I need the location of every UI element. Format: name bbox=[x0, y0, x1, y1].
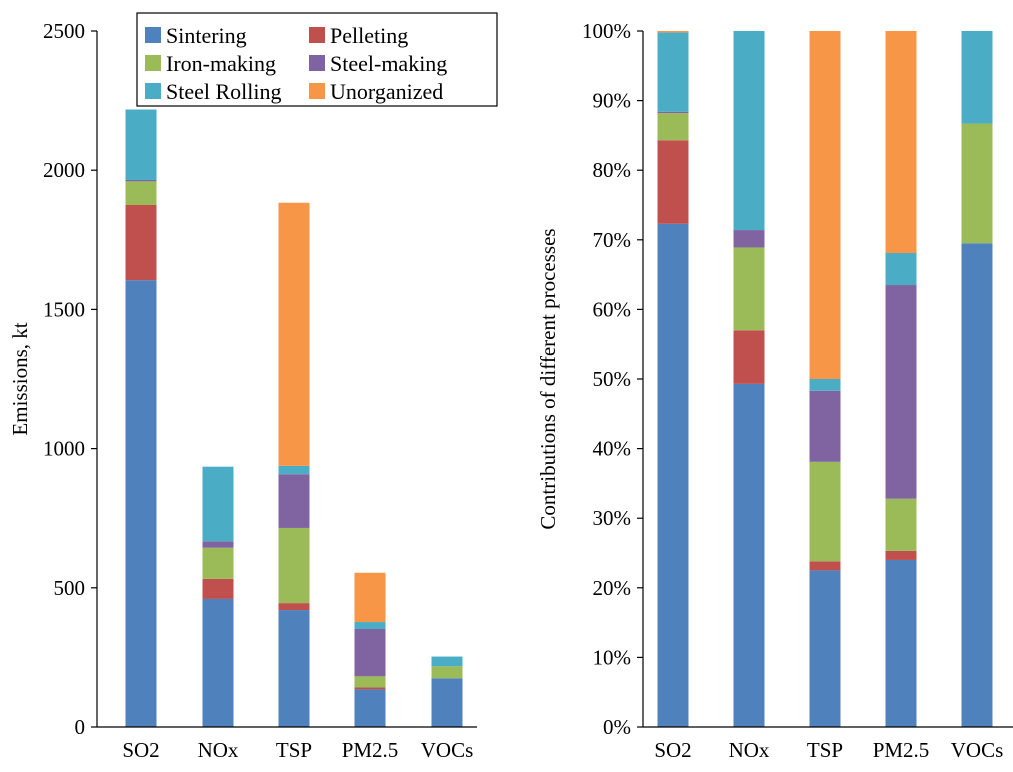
x-tick-label: NOx bbox=[729, 738, 770, 762]
bar-segment-iron-making-so2 bbox=[125, 181, 157, 205]
bar-segment-pelleting-pm2.5 bbox=[354, 687, 386, 690]
x-tick-label: SO2 bbox=[122, 738, 159, 762]
bar-segment-steel-rolling-nox bbox=[733, 31, 765, 231]
bar-segment-sintering-pm2.5 bbox=[885, 559, 917, 727]
bar-segment-unorganized-tsp bbox=[809, 31, 841, 379]
legend-label-steel-making: Steel-making bbox=[330, 51, 447, 76]
y-tick-label: 80% bbox=[593, 158, 632, 182]
bar-segment-pelleting-so2 bbox=[657, 140, 689, 224]
bar-segment-steel-making-tsp bbox=[809, 390, 841, 462]
legend-label-unorganized: Unorganized bbox=[330, 79, 443, 104]
x-tick-label: TSP bbox=[276, 738, 312, 762]
bar-segment-sintering-nox bbox=[733, 383, 765, 727]
bar-segment-steel-making-tsp bbox=[278, 474, 310, 528]
bar-segment-iron-making-pm2.5 bbox=[885, 498, 917, 551]
bar-segment-iron-making-nox bbox=[202, 547, 234, 579]
y-tick-label: 30% bbox=[593, 506, 632, 530]
bar-segment-steel-rolling-vocs bbox=[431, 656, 463, 667]
y-tick-label: 500 bbox=[54, 576, 86, 600]
bar-segment-pelleting-so2 bbox=[125, 205, 157, 281]
bar-segment-unorganized-pm2.5 bbox=[354, 572, 386, 623]
x-tick-label: TSP bbox=[807, 738, 843, 762]
bar-segment-steel-making-nox bbox=[733, 230, 765, 248]
y-tick-label: 0 bbox=[75, 715, 86, 739]
y-tick-label: 1500 bbox=[43, 297, 85, 321]
bar-segment-iron-making-vocs bbox=[431, 666, 463, 679]
bar-segment-steel-making-pm2.5 bbox=[354, 629, 386, 677]
bar-segment-iron-making-tsp bbox=[809, 461, 841, 562]
x-tick-label: PM2.5 bbox=[873, 738, 930, 762]
legend-swatch-steel-making bbox=[309, 55, 325, 71]
bar-segment-iron-making-nox bbox=[733, 247, 765, 331]
bar-segment-unorganized-pm2.5 bbox=[885, 31, 917, 254]
bar-segment-iron-making-vocs bbox=[961, 123, 993, 244]
bar-segment-sintering-tsp bbox=[809, 570, 841, 727]
y-tick-label: 10% bbox=[593, 645, 632, 669]
y-tick-label: 60% bbox=[593, 297, 632, 321]
y-tick-label: 100% bbox=[582, 19, 631, 43]
bar-segment-pelleting-pm2.5 bbox=[885, 550, 917, 560]
bar-segment-steel-making-pm2.5 bbox=[885, 285, 917, 499]
legend-swatch-iron-making bbox=[145, 55, 161, 71]
bar-segment-steel-rolling-pm2.5 bbox=[885, 253, 917, 286]
bar-segment-steel-rolling-vocs bbox=[961, 31, 993, 124]
bar-segment-sintering-so2 bbox=[657, 223, 689, 728]
y-tick-label: 1000 bbox=[43, 437, 85, 461]
bar-segment-pelleting-nox bbox=[202, 578, 234, 599]
bar-segment-steel-making-so2 bbox=[657, 111, 689, 114]
y-tick-label: 20% bbox=[593, 576, 632, 600]
legend-swatch-sintering bbox=[145, 27, 161, 43]
legend-swatch-unorganized bbox=[309, 83, 325, 99]
legend-label-sintering: Sintering bbox=[166, 23, 247, 48]
x-tick-label: VOCs bbox=[951, 738, 1004, 762]
y-tick-label: 90% bbox=[593, 89, 632, 113]
bar-segment-sintering-pm2.5 bbox=[354, 689, 386, 727]
bar-segment-sintering-nox bbox=[202, 598, 234, 727]
bar-segment-sintering-tsp bbox=[278, 610, 310, 727]
x-tick-label: PM2.5 bbox=[342, 738, 399, 762]
legend: Sintering Pelleting Iron-making Steel-makin… bbox=[136, 12, 498, 107]
y-axis-title: Emissions, kt bbox=[8, 322, 32, 435]
bar-segment-steel-rolling-nox bbox=[202, 466, 234, 542]
bar-segment-pelleting-tsp bbox=[278, 603, 310, 611]
y-tick-label: 50% bbox=[593, 367, 632, 391]
bar-segment-iron-making-pm2.5 bbox=[354, 676, 386, 688]
y-tick-label: 0% bbox=[603, 715, 631, 739]
chart-1: 0 500 1000 1500 2000 2500 SO2 NOx TSP PM2.5 VOCs Em… bbox=[8, 19, 477, 762]
bar-segment-steel-making-nox bbox=[202, 541, 234, 548]
bar-segment-steel-rolling-so2 bbox=[125, 109, 157, 180]
x-tick-label: VOCs bbox=[421, 738, 474, 762]
legend-swatch-steel-rolling bbox=[145, 83, 161, 99]
bar-segment-steel-rolling-tsp bbox=[278, 465, 310, 475]
bar-segment-steel-rolling-tsp bbox=[809, 379, 841, 391]
bar-segment-unorganized-tsp bbox=[278, 202, 310, 466]
bar-segment-steel-rolling-pm2.5 bbox=[354, 622, 386, 630]
legend-label-steel-rolling: Steel Rolling bbox=[166, 79, 282, 104]
bar-segment-iron-making-so2 bbox=[657, 113, 689, 141]
y-tick-label: 2500 bbox=[43, 19, 85, 43]
legend-swatch-pelleting bbox=[309, 27, 325, 43]
bar-segment-steel-making-so2 bbox=[125, 179, 157, 182]
bar-segment-iron-making-tsp bbox=[278, 527, 310, 604]
y-tick-label: 40% bbox=[593, 437, 632, 461]
chart-2: 0% 10% 20% 30% 40% 50% 60% 70% 80% 90% 100% SO2 NOx T… bbox=[536, 19, 1013, 762]
bar-segment-sintering-vocs bbox=[431, 678, 463, 727]
x-tick-label: SO2 bbox=[654, 738, 691, 762]
bar-segment-pelleting-tsp bbox=[809, 561, 841, 571]
bar-segment-pelleting-nox bbox=[733, 330, 765, 384]
bar-segment-unorganized-so2 bbox=[657, 31, 689, 33]
x-tick-label: NOx bbox=[198, 738, 239, 762]
y-tick-label: 70% bbox=[593, 228, 632, 252]
y-axis-title: Contributions of different processes bbox=[536, 228, 560, 529]
y-tick-label: 2000 bbox=[43, 158, 85, 182]
bar-segment-sintering-so2 bbox=[125, 280, 157, 727]
legend-label-iron-making: Iron-making bbox=[166, 51, 276, 76]
bar-segment-sintering-vocs bbox=[961, 243, 993, 727]
legend-label-pelleting: Pelleting bbox=[330, 23, 408, 48]
bar-segment-steel-rolling-so2 bbox=[657, 32, 689, 112]
